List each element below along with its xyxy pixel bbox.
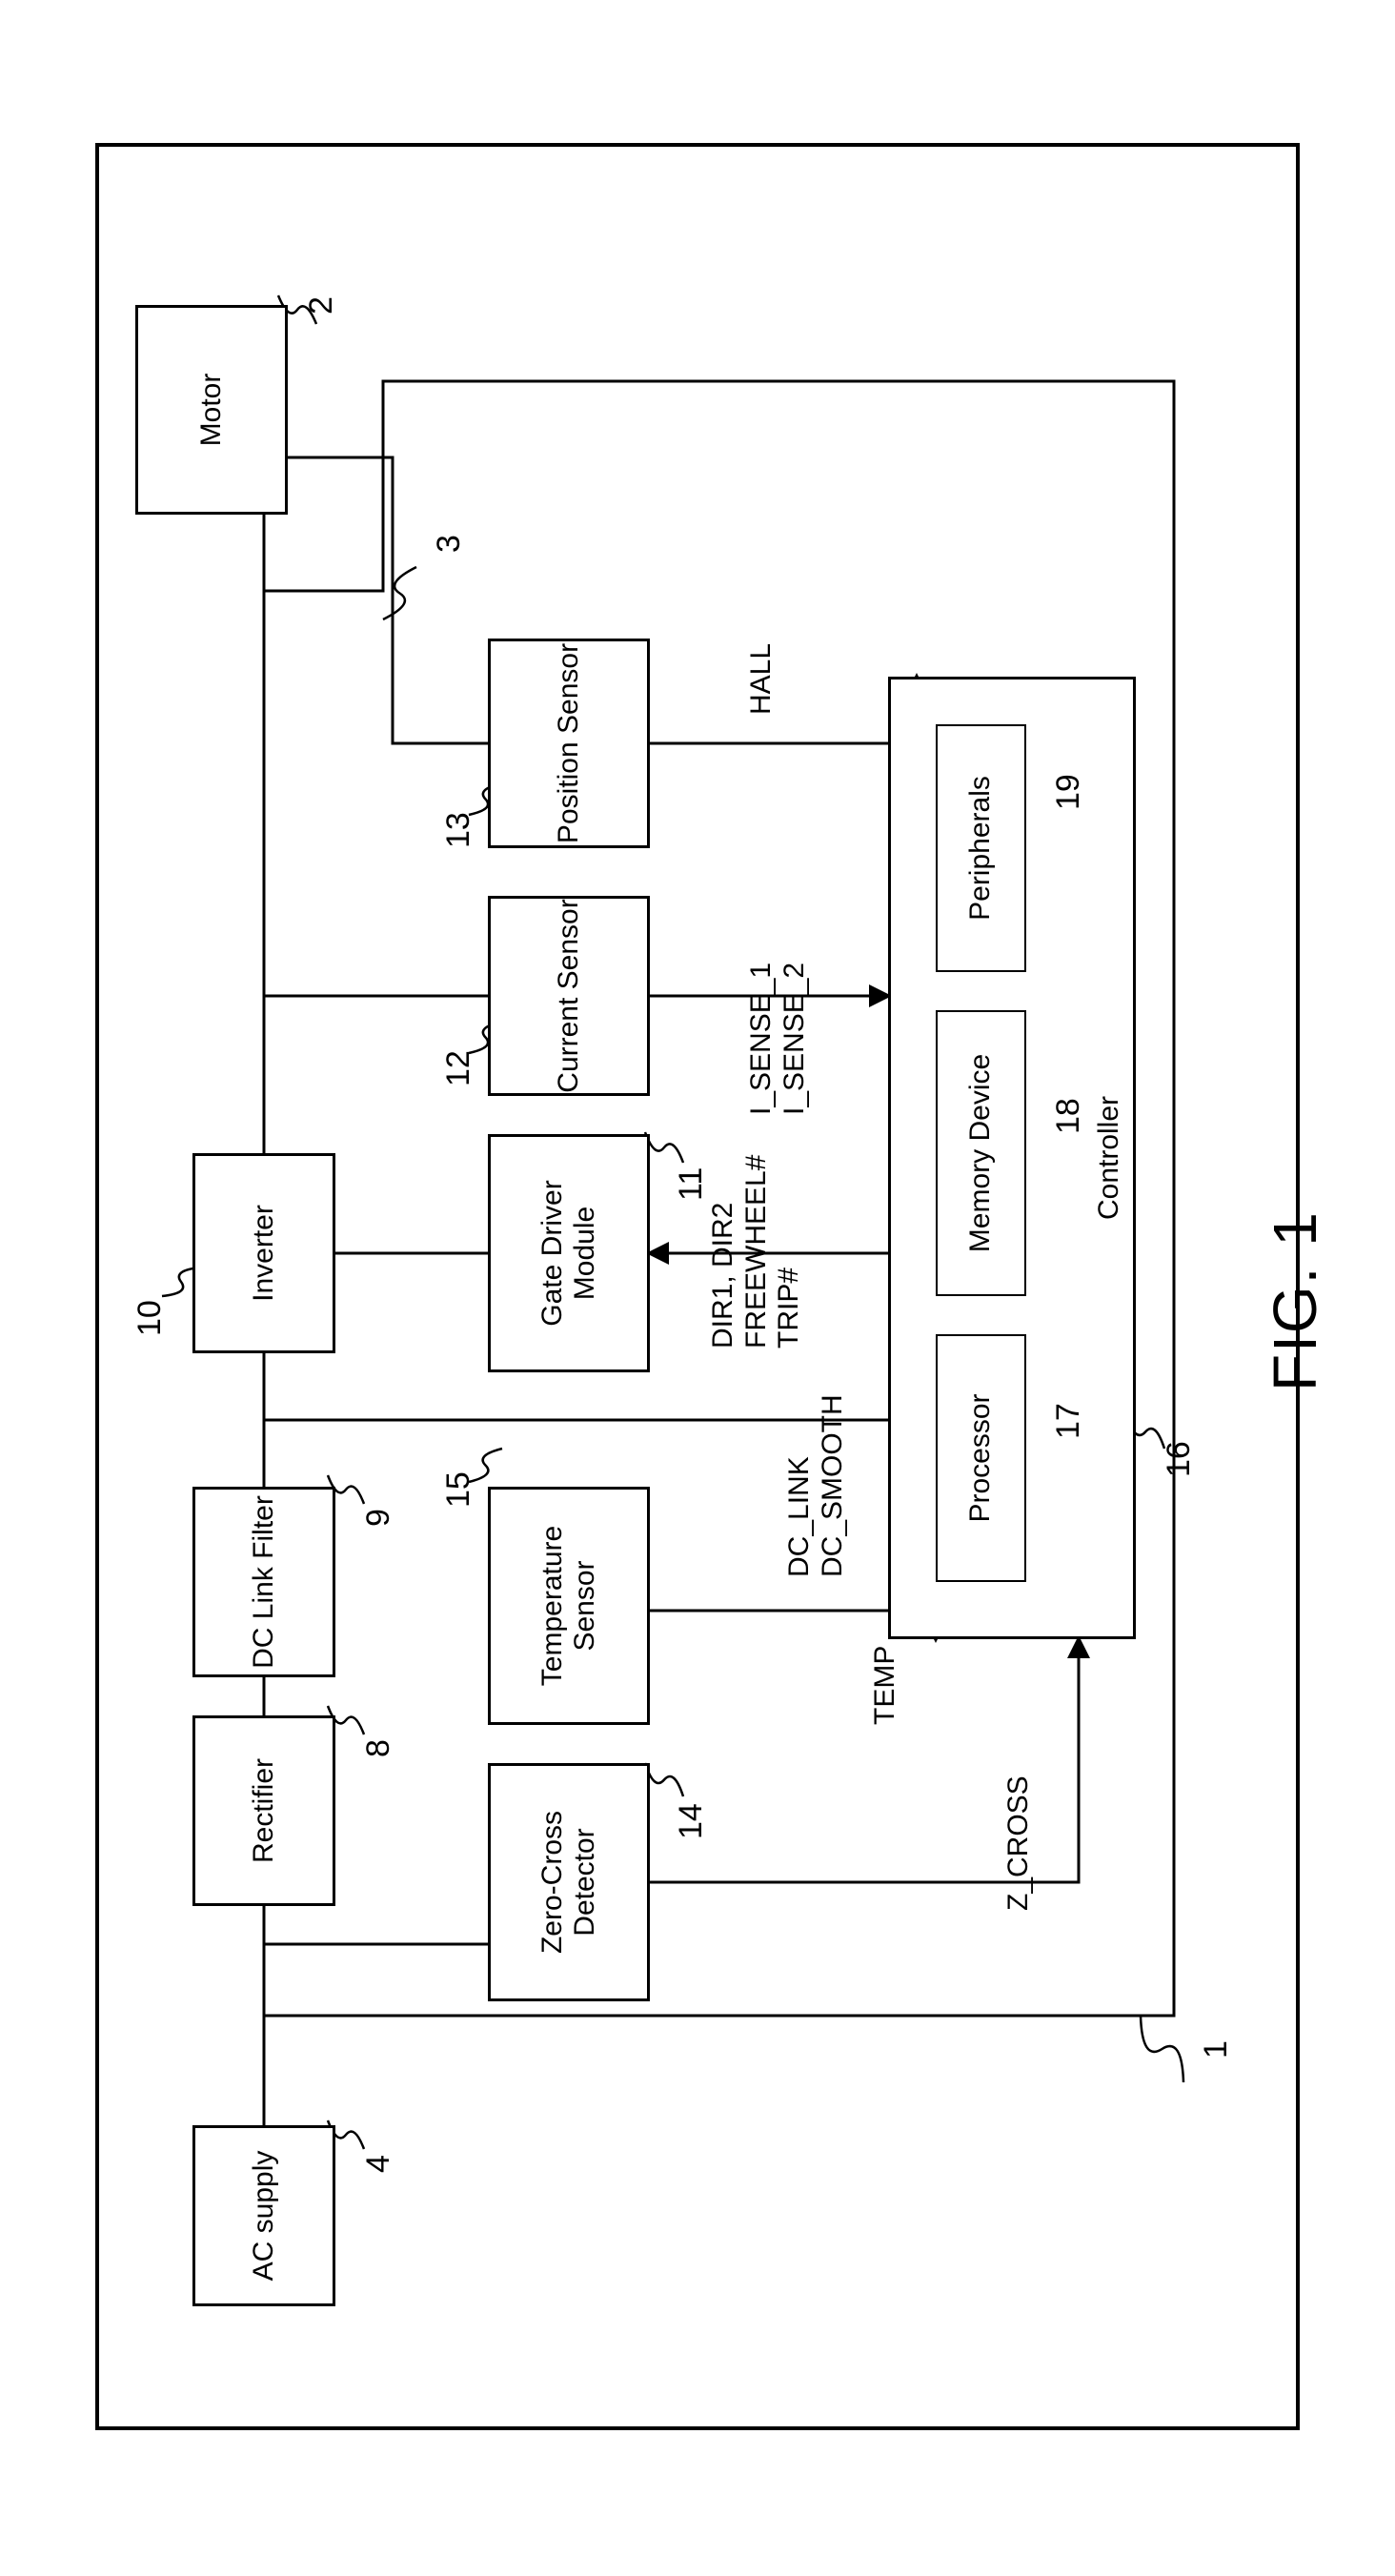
ref-position: 13 [440,812,477,848]
signal-isense: I_SENSE_1 I_SENSE_2 [745,963,811,1115]
page: AC supply Rectifier DC Link Filter Inver… [0,0,1395,2576]
block-label: Zero-Cross Detector [536,1766,602,1998]
signal-dc-link: DC_LINK DC_SMOOTH [783,1394,849,1577]
ref-peripherals: 19 [1050,774,1087,810]
block-gate-driver: Gate Driver Module [488,1134,650,1372]
ref-zero-cross: 14 [673,1803,710,1839]
block-memory-device: Memory Device [936,1010,1026,1296]
ref-motor: 2 [303,296,340,314]
block-inverter: Inverter [192,1153,335,1353]
block-label: Temperature Sensor [536,1490,602,1722]
block-label: Current Sensor [553,899,586,1092]
ref-ac-supply: 4 [360,2155,397,2173]
block-label: AC supply [248,2151,281,2282]
ref-dclink: 9 [360,1509,397,1527]
block-label: Motor [195,374,229,447]
block-label: Peripherals [964,776,998,921]
signal-dir: DIR1, DIR2 FREEWHEEL# TRIP# [707,1155,806,1349]
block-label: Controller [1093,679,1126,1636]
ref-current: 12 [440,1050,477,1086]
ref-inverter: 10 [131,1300,169,1336]
block-zero-cross: Zero-Cross Detector [488,1763,650,2001]
block-temperature: Temperature Sensor [488,1487,650,1725]
block-ac-supply: AC supply [192,2125,335,2306]
signal-hall: HALL [745,643,778,715]
block-motor: Motor [135,305,288,515]
block-rectifier: Rectifier [192,1715,335,1906]
ref-processor: 17 [1050,1403,1087,1439]
block-dc-link-filter: DC Link Filter [192,1487,335,1677]
block-label: Inverter [248,1205,281,1302]
block-label: Memory Device [964,1054,998,1252]
figure-caption: FIG. 1 [1260,1210,1330,1391]
ref-system: 1 [1198,2040,1235,2059]
block-label: DC Link Filter [248,1495,281,1669]
block-label: Processor [964,1393,998,1522]
signal-z-cross: Z_CROSS [1002,1775,1036,1911]
block-current-sensor: Current Sensor [488,896,650,1096]
ref-temperature: 15 [440,1471,477,1508]
block-processor: Processor [936,1334,1026,1582]
block-label: Gate Driver Module [536,1137,602,1369]
ref-controller: 16 [1161,1441,1198,1477]
block-peripherals: Peripherals [936,724,1026,972]
block-label: Position Sensor [553,643,586,843]
block-position-sensor: Position Sensor [488,639,650,848]
block-label: Rectifier [248,1758,281,1863]
ref-gate-driver: 11 [673,1167,710,1201]
block-diagram: AC supply Rectifier DC Link Filter Inver… [78,238,1317,2335]
signal-temp: TEMP [869,1646,902,1725]
ref-control-section: 3 [431,535,468,553]
ref-rectifier: 8 [360,1739,397,1757]
ref-memory: 18 [1050,1098,1087,1134]
